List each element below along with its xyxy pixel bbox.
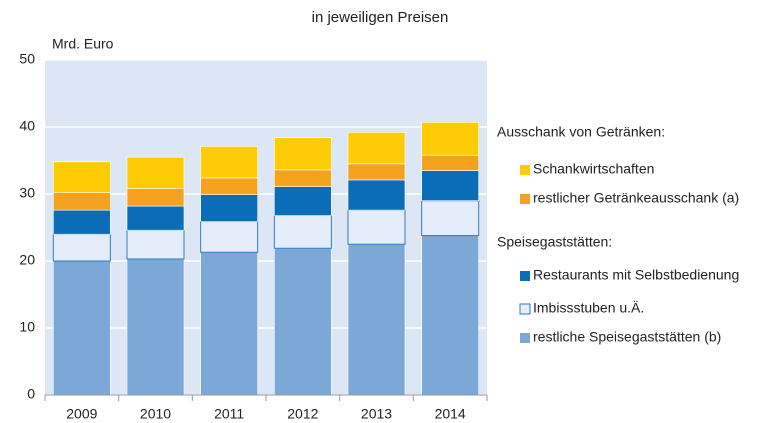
bar-segment — [52, 233, 111, 262]
legend-heading: Ausschank von Getränken: — [497, 124, 665, 140]
y-tick-label: 10 — [19, 319, 35, 335]
x-tick-label: 2012 — [287, 406, 318, 422]
bar-segment — [126, 258, 185, 396]
bar-segment — [421, 235, 479, 396]
bar-segment — [53, 260, 111, 396]
bar-segment — [347, 132, 406, 165]
bar-segment — [421, 122, 479, 156]
bar-segment — [347, 163, 406, 181]
bar-segment — [421, 154, 479, 171]
bar-segment — [200, 220, 259, 253]
legend-label: Restaurants mit Selbstbedienung — [533, 267, 739, 283]
bar-segment — [126, 188, 185, 207]
legend-label: Schankwirtschaften — [533, 161, 654, 177]
legend-label: restlicher Getränkeausschank (a) — [533, 190, 739, 206]
bar-segment — [126, 205, 185, 231]
bar-segment — [53, 192, 111, 211]
bar-segment — [347, 209, 406, 245]
plot-background — [45, 60, 487, 395]
bar-segment — [200, 194, 258, 222]
bar-segment — [274, 186, 332, 216]
y-tick-label: 30 — [19, 185, 35, 201]
bar-segment — [347, 179, 406, 211]
x-tick-label: 2011 — [214, 406, 244, 422]
bar-segment — [274, 169, 332, 187]
y-tick-label: 0 — [27, 386, 35, 402]
bar-segment — [126, 156, 185, 189]
legend-swatch — [520, 165, 530, 175]
bar-segment — [200, 251, 258, 396]
bar-segment — [53, 161, 111, 193]
legend-heading: Speisegaststätten: — [497, 234, 612, 250]
y-axis-label: Mrd. Euro — [52, 36, 114, 52]
bar-segment — [274, 137, 332, 171]
bar-segment — [347, 243, 406, 396]
legend-swatch — [520, 271, 530, 281]
legend-swatch — [520, 194, 530, 204]
bar-segment — [200, 146, 258, 179]
bar-segment — [200, 177, 258, 195]
x-tick-label: 2014 — [435, 406, 466, 422]
bar-segment — [53, 209, 111, 235]
legend-swatch — [519, 303, 531, 315]
x-tick-label: 2010 — [140, 406, 171, 422]
y-tick-label: 50 — [19, 51, 35, 67]
x-tick-label: 2013 — [361, 406, 392, 422]
y-tick-label: 20 — [19, 252, 35, 268]
bar-segment — [273, 214, 332, 249]
y-tick-label: 40 — [19, 118, 35, 134]
chart-title: in jeweiligen Preisen — [312, 9, 449, 26]
bar-segment — [126, 229, 185, 260]
legend-swatch — [520, 333, 530, 343]
x-tick-label: 2009 — [66, 406, 97, 422]
bar-segment — [274, 247, 332, 396]
legend-label: restliche Speisegaststätten (b) — [533, 329, 721, 345]
bar-segment — [421, 170, 479, 202]
legend-label: Imbissstuben u.Ä. — [533, 300, 644, 316]
bar-segment — [421, 200, 480, 237]
